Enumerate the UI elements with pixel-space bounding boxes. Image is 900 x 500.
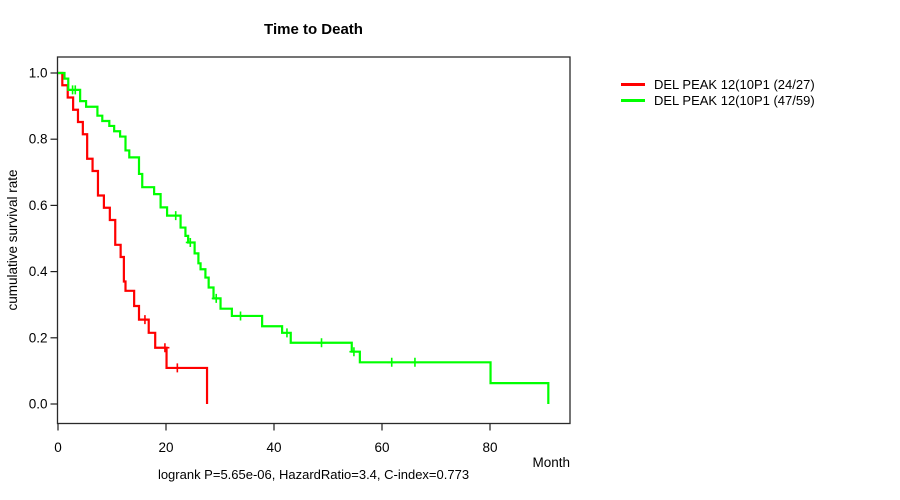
stats-caption: logrank P=5.65e-06, HazardRatio=3.4, C-i… xyxy=(157,467,470,482)
svg-text:0.2: 0.2 xyxy=(29,330,48,345)
legend-label-red: DEL PEAK 12(10P1 (24/27) xyxy=(654,77,815,93)
svg-text:0.4: 0.4 xyxy=(29,264,48,279)
y-axis-ticks: 0.0 0.2 0.4 0.6 0.8 1.0 xyxy=(29,66,58,412)
legend-entry-red: DEL PEAK 12(10P1 (24/27) xyxy=(621,77,815,93)
svg-text:40: 40 xyxy=(266,440,281,455)
chart-title: Time to Death xyxy=(264,21,363,38)
svg-text:0: 0 xyxy=(54,440,62,455)
svg-text:0.6: 0.6 xyxy=(29,198,48,213)
svg-text:60: 60 xyxy=(374,440,389,455)
svg-text:1.0: 1.0 xyxy=(29,66,48,81)
y-axis-label: cumulative survival rate xyxy=(5,169,20,310)
plot-border xyxy=(56,56,571,425)
x-axis-label: Month xyxy=(532,455,570,470)
legend: DEL PEAK 12(10P1 (24/27) DEL PEAK 12(10P… xyxy=(621,77,815,108)
svg-text:0.0: 0.0 xyxy=(29,397,48,412)
svg-text:0.8: 0.8 xyxy=(29,132,48,147)
svg-text:20: 20 xyxy=(158,440,173,455)
svg-text:80: 80 xyxy=(482,440,497,455)
green-line-swatch xyxy=(621,98,645,102)
red-line-swatch xyxy=(621,83,645,87)
survival-curves xyxy=(58,71,550,404)
x-axis-ticks: 0 20 40 60 80 xyxy=(54,423,498,455)
legend-entry-green: DEL PEAK 12(10P1 (47/59) xyxy=(621,93,815,109)
legend-label-green: DEL PEAK 12(10P1 (47/59) xyxy=(654,92,815,108)
